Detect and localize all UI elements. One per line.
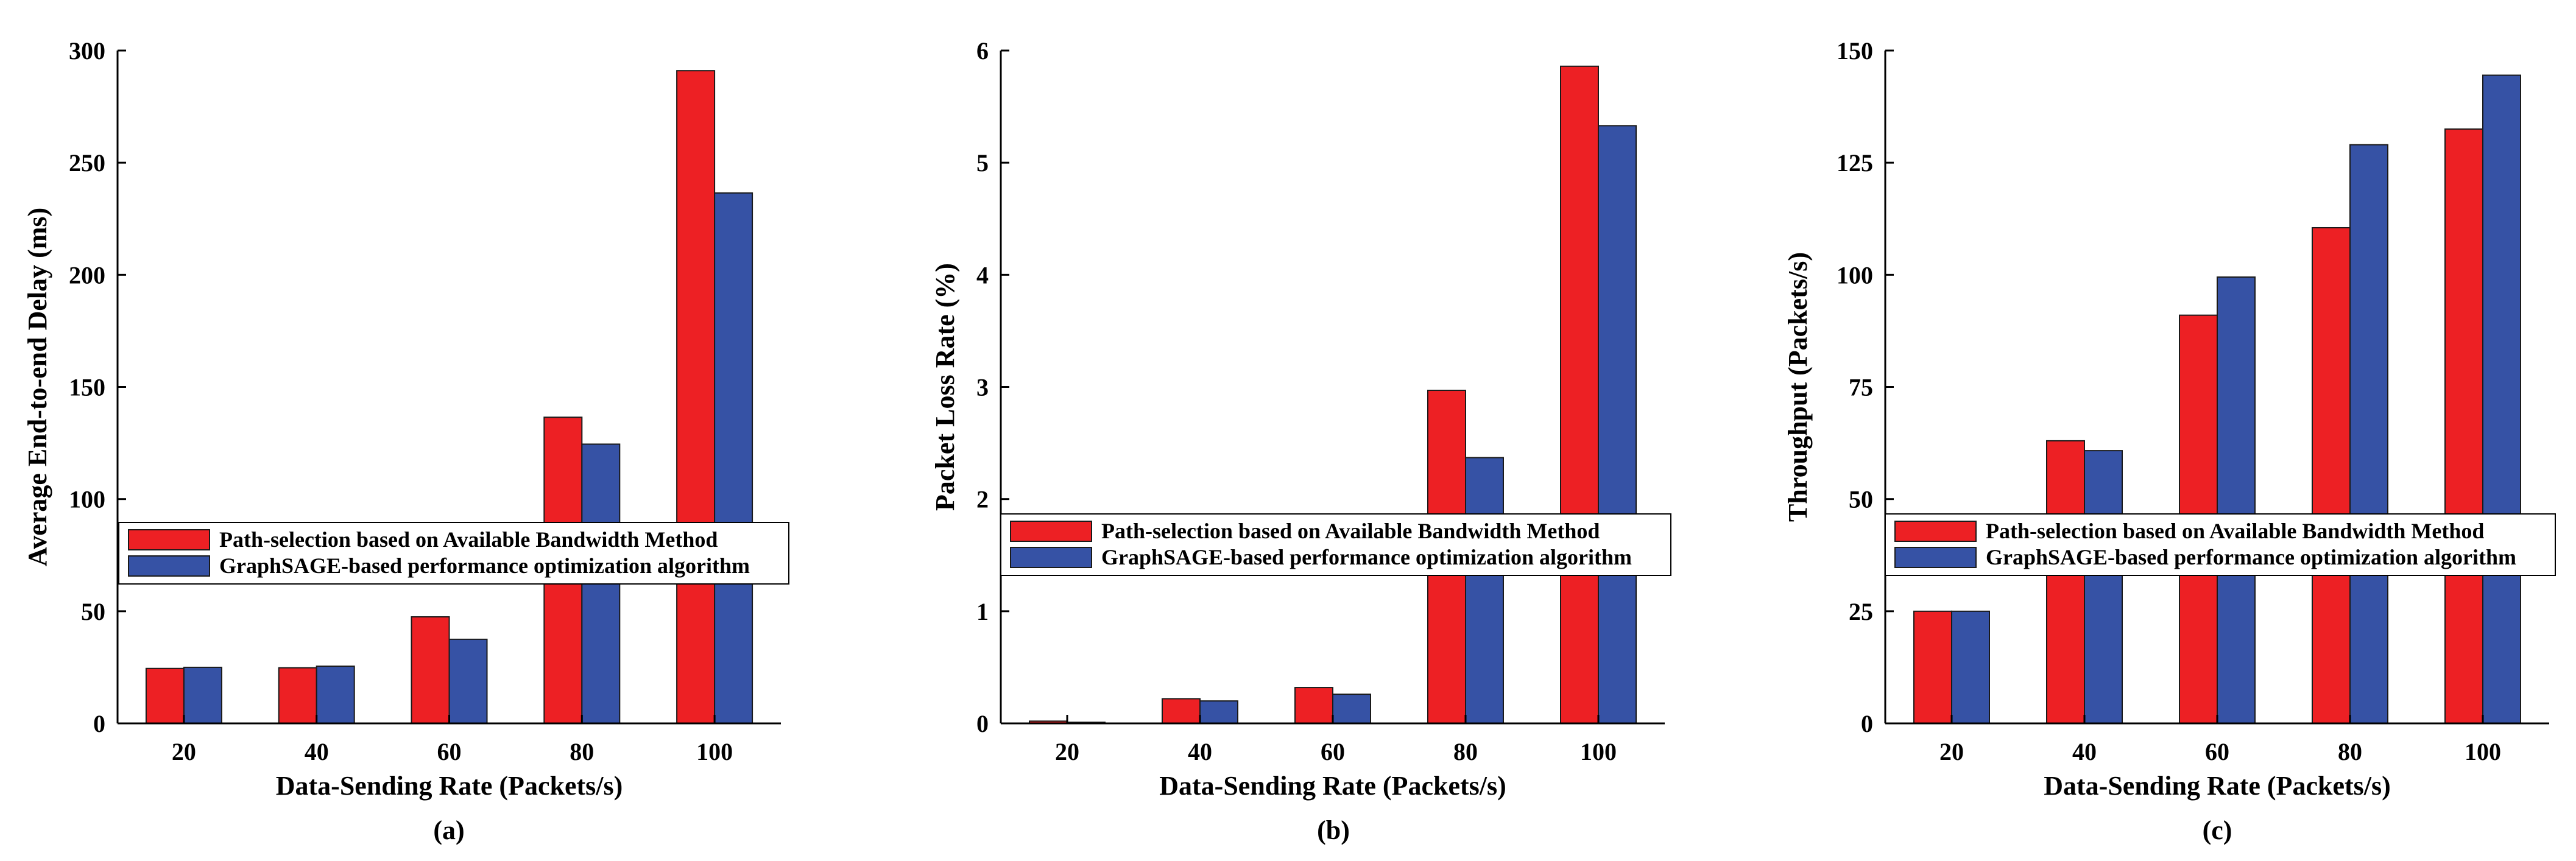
chart-panel-b: 0 1 2 3 4 5 6 20 40 60 80 100 Data-Sending Rate (Pac… [930, 37, 1671, 845]
bar-series2-80 [2349, 144, 2388, 724]
bar-series2-60 [448, 638, 488, 724]
bar-series2-20 [1951, 610, 1990, 724]
y-tick-label: 2 [976, 486, 989, 513]
y-tick-label: 5 [976, 149, 989, 177]
y-tick-label: 25 [1849, 598, 1873, 625]
x-tick-label: 20 [1055, 738, 1079, 765]
bar-series2-80 [1465, 457, 1504, 725]
x-axis-label: Data-Sending Rate (Packets/s) [276, 771, 623, 801]
y-tick-label: 100 [1837, 261, 1873, 289]
bar-series1-100 [676, 70, 716, 724]
legend-box [118, 522, 789, 585]
legend-label-series2: GraphSAGE-based performance optimization… [1101, 545, 1632, 569]
bar-series1-100 [2444, 128, 2483, 724]
y-tick-label: 75 [1849, 374, 1873, 401]
x-tick-label: 40 [1188, 738, 1212, 765]
bar-series1-20 [1913, 610, 1952, 724]
x-tick-label: 60 [437, 738, 462, 765]
x-tick-label: 40 [2072, 738, 2097, 765]
y-tick-label: 300 [69, 37, 105, 65]
bar-series1-40 [2046, 440, 2085, 725]
legend-label-series2: GraphSAGE-based performance optimization… [1986, 545, 2516, 569]
bar-series1-100 [1560, 65, 1599, 725]
bar-series2-60 [2217, 276, 2256, 724]
legend-swatch-series1 [1010, 521, 1092, 542]
x-tick-label: 60 [1321, 738, 1345, 765]
bar-series2-100 [1598, 125, 1637, 724]
bar-series1-60 [411, 616, 450, 725]
bar-series1-80 [2312, 227, 2351, 724]
legend-swatch-series2 [1894, 547, 1977, 568]
chart-panel-a: 0 50 100 150 200 250 300 20 40 60 80 100 Data-Sendin… [23, 37, 789, 845]
panel-caption: (c) [2203, 815, 2232, 845]
x-tick-label: 80 [2338, 738, 2362, 765]
x-tick-label: 40 [305, 738, 329, 765]
x-axis-label: Data-Sending Rate (Packets/s) [1159, 771, 1506, 801]
legend-label-series1: Path-selection based on Available Bandwi… [1101, 519, 1600, 543]
y-tick-label: 150 [1837, 37, 1873, 65]
legend-swatch-series1 [1894, 521, 1977, 542]
legend-swatch-series2 [128, 555, 210, 577]
y-tick-label: 0 [93, 710, 105, 737]
legend: Path-selection based on Available Bandwi… [1000, 513, 1671, 576]
legend-box [1885, 513, 2556, 576]
y-tick-label: 50 [81, 598, 105, 625]
x-tick-label: 60 [2205, 738, 2229, 765]
y-axis-label: Packet Loss Rate (%) [930, 263, 960, 511]
bar-series1-40 [1162, 698, 1201, 724]
x-tick-label: 100 [2465, 738, 2501, 765]
x-tick-label: 20 [1939, 738, 1964, 765]
y-tick-label: 0 [976, 710, 989, 737]
y-tick-label: 50 [1849, 486, 1873, 513]
x-tick-label: 100 [696, 738, 733, 765]
x-tick-label: 80 [570, 738, 594, 765]
bar-series2-20 [183, 666, 222, 724]
bar-series2-100 [2482, 74, 2521, 724]
bar-series2-100 [714, 192, 753, 724]
legend-box [1000, 513, 1671, 576]
y-tick-label: 6 [976, 37, 989, 65]
y-tick-label: 0 [1861, 710, 1873, 737]
y-tick-label: 200 [69, 261, 105, 289]
panel-caption: (a) [433, 815, 464, 845]
x-axis-label: Data-Sending Rate (Packets/s) [2044, 771, 2391, 801]
legend-label-series2: GraphSAGE-based performance optimization… [219, 554, 750, 578]
chart-panel-c: 0 25 50 75 100 125 150 20 40 60 80 100 Data-Sending … [1783, 37, 2556, 845]
bar-series2-40 [2084, 450, 2123, 725]
x-tick-label: 80 [1453, 738, 1478, 765]
legend-label-series1: Path-selection based on Available Bandwi… [1986, 519, 2484, 543]
legend-label-series1: Path-selection based on Available Bandwi… [219, 527, 718, 552]
x-tick-label: 20 [172, 738, 196, 765]
legend: Path-selection based on Available Bandwi… [118, 522, 789, 585]
y-tick-label: 3 [976, 374, 989, 401]
y-tick-label: 125 [1837, 149, 1873, 177]
y-tick-label: 1 [976, 598, 989, 625]
bar-series2-60 [1332, 694, 1371, 725]
bar-series1-60 [1294, 687, 1333, 724]
y-axis-label: Throughput (Packets/s) [1783, 252, 1813, 522]
legend: Path-selection based on Available Bandwi… [1885, 513, 2556, 576]
bar-series1-40 [278, 667, 317, 724]
y-tick-label: 4 [976, 261, 989, 289]
bar-series1-20 [145, 667, 185, 724]
y-tick-label: 250 [69, 149, 105, 177]
legend-swatch-series1 [128, 529, 210, 550]
panel-caption: (b) [1317, 815, 1350, 845]
y-axis-label: Average End-to-end Delay (ms) [23, 208, 52, 566]
y-tick-label: 100 [69, 486, 105, 513]
legend-swatch-series2 [1010, 547, 1092, 568]
y-tick-label: 150 [69, 374, 105, 401]
x-tick-label: 100 [1580, 738, 1617, 765]
bar-series2-40 [316, 666, 355, 724]
bar-series2-40 [1199, 700, 1238, 724]
